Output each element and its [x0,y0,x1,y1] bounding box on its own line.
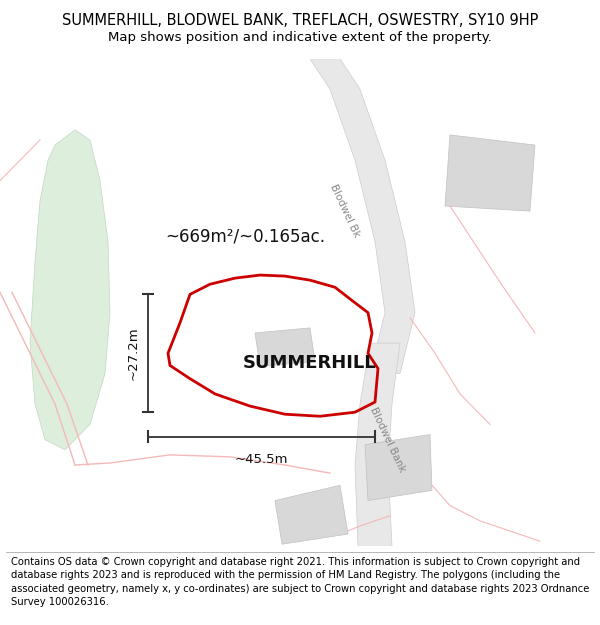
Polygon shape [275,485,348,544]
Text: Blodwel Bank: Blodwel Bank [368,406,407,474]
Polygon shape [365,434,432,501]
Polygon shape [355,343,400,546]
Text: ~27.2m: ~27.2m [127,326,140,380]
Polygon shape [255,328,315,366]
Text: Contains OS data © Crown copyright and database right 2021. This information is : Contains OS data © Crown copyright and d… [11,558,589,607]
Polygon shape [445,135,535,211]
Polygon shape [30,130,110,450]
Text: Map shows position and indicative extent of the property.: Map shows position and indicative extent… [108,31,492,44]
Text: Blodwel Bk: Blodwel Bk [328,183,362,239]
Polygon shape [310,59,415,374]
Text: SUMMERHILL: SUMMERHILL [243,354,377,372]
Text: SUMMERHILL, BLODWEL BANK, TREFLACH, OSWESTRY, SY10 9HP: SUMMERHILL, BLODWEL BANK, TREFLACH, OSWE… [62,13,538,28]
Text: ~669m²/~0.165ac.: ~669m²/~0.165ac. [165,228,325,246]
Text: ~45.5m: ~45.5m [235,452,288,466]
